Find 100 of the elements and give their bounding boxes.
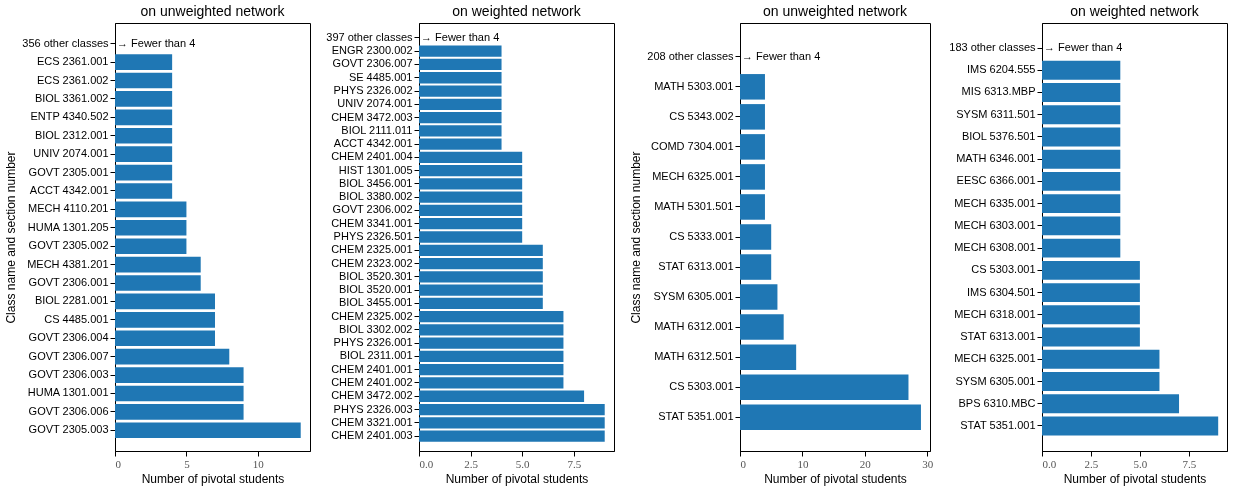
y-tick-label: BIOL 3380.002 <box>338 190 413 203</box>
x-tick-label: 2.5 <box>464 457 479 470</box>
bar <box>115 404 244 420</box>
bar <box>740 254 772 280</box>
y-tick-label: PHYS 2326.501 <box>333 230 413 242</box>
y-tick-label: GOVT 2306.003 <box>28 368 109 381</box>
y-tick-label: MECH 6318.001 <box>954 307 1036 320</box>
y-tick-label: GOVT 2306.001 <box>28 276 109 289</box>
y-tick-label: BIOL 2281.001 <box>34 294 109 307</box>
x-tick-label: 7.5 <box>1182 457 1197 470</box>
y-tick-label: STAT 6313.001 <box>658 260 734 273</box>
bar <box>115 164 173 181</box>
y-tick-label: GOVT 2305.001 <box>28 165 109 178</box>
y-tick-label: UNIV 2074.001 <box>33 147 109 160</box>
bar <box>115 109 173 126</box>
x-tick-label: 5 <box>184 457 191 470</box>
bar <box>740 194 765 220</box>
y-tick-label: MECH 4381.201 <box>27 257 109 270</box>
y-tick-label: IMS 6304.501 <box>967 285 1036 298</box>
x-axis-title: Number of pivotal students <box>1063 471 1207 486</box>
y-tick-label: CHEM 3472.002 <box>331 389 413 402</box>
y-tick-label: BIOL 3361.002 <box>34 91 109 104</box>
y-tick-label: ACCT 4342.001 <box>29 183 109 196</box>
x-axis-title: Number of pivotal students <box>141 471 285 486</box>
y-tick-label: PHYS 2326.001 <box>333 336 413 349</box>
bar <box>115 201 187 218</box>
bar <box>115 183 173 199</box>
y-tick-label: CHEM 3321.001 <box>331 415 413 428</box>
y-tick-label: CS 5303.001 <box>971 263 1036 276</box>
y-tick-label: HUMA 1301.001 <box>27 386 109 399</box>
y-tick-label: MECH 6335.001 <box>954 196 1036 209</box>
y-tick-label: CHEM 3341.001 <box>331 216 413 229</box>
chart-title: on weighted network <box>1070 3 1200 19</box>
annotation: → Fewer than 4 <box>1044 41 1123 54</box>
y-tick-label: CHEM 2401.001 <box>331 362 413 375</box>
x-tick-label: 0 <box>740 457 747 470</box>
y-tick-label: CHEM 2401.003 <box>331 429 413 442</box>
bar <box>115 256 201 273</box>
y-tick-label: CS 5343.002 <box>669 109 734 122</box>
y-tick-label: CHEM 3472.003 <box>331 110 413 123</box>
y-axis-title: Class name and section number <box>4 151 19 324</box>
y-tick-label: BPS 6310.MBC <box>958 396 1036 409</box>
x-tick-label: 5.0 <box>515 457 531 470</box>
bar <box>115 238 187 255</box>
y-tick-label: MATH 5301.501 <box>654 199 734 212</box>
bar <box>740 314 784 340</box>
bar <box>115 330 215 347</box>
x-axis-title: Number of pivotal students <box>764 471 907 486</box>
y-tick-label: STAT 5351.001 <box>960 418 1036 431</box>
annotation: → Fewer than 4 <box>117 36 196 49</box>
y-tick-label: COMD 7304.001 <box>650 139 734 152</box>
y-tick-label: BIOL 5376.501 <box>961 129 1036 142</box>
y-tick-label: 356 other classes <box>22 36 109 49</box>
y-tick-label: BIOL 2312.001 <box>34 128 109 141</box>
y-tick-label: BIOL 2111.011 <box>341 123 413 136</box>
bar <box>740 164 765 190</box>
y-tick-label: BIOL 3456.001 <box>338 176 413 189</box>
y-tick-label: MIS 6313.MBP <box>961 85 1036 98</box>
annotation: → Fewer than 4 <box>742 49 821 62</box>
bar <box>740 224 772 250</box>
bar <box>115 312 215 328</box>
bar <box>740 104 765 130</box>
bar <box>115 275 201 291</box>
bar <box>115 385 244 402</box>
y-tick-label: STAT 5351.001 <box>658 410 734 423</box>
y-tick-label: BIOL 3302.002 <box>338 322 413 335</box>
x-tick-label: 10 <box>252 457 265 470</box>
y-tick-label: CS 5333.001 <box>669 230 734 242</box>
y-tick-label: 397 other classes <box>326 30 413 43</box>
y-tick-label: CHEM 2401.002 <box>331 375 413 388</box>
y-tick-label: SYSM 6305.001 <box>653 290 734 303</box>
y-tick-label: PHYS 2326.002 <box>333 84 413 97</box>
y-tick-label: GOVT 2306.004 <box>28 331 109 344</box>
y-tick-label: GOVT 2306.007 <box>28 349 109 362</box>
bar <box>740 344 797 370</box>
bar <box>740 284 778 310</box>
y-tick-label: MECH 6325.001 <box>954 352 1036 365</box>
y-tick-label: MATH 6312.501 <box>654 350 734 363</box>
y-tick-label: HUMA 1301.205 <box>27 220 109 233</box>
y-tick-label: SYSM 6305.001 <box>955 374 1036 387</box>
y-tick-label: SE 4485.001 <box>348 70 413 83</box>
y-axis-title: Class name and section number <box>629 151 644 324</box>
y-tick-label: EESC 6366.001 <box>956 174 1036 187</box>
y-tick-label: BIOL 3520.301 <box>338 269 413 282</box>
bar <box>740 134 765 160</box>
x-tick-label: 0.0 <box>419 457 434 470</box>
bar <box>740 404 921 430</box>
y-tick-label: GOVT 2306.002 <box>332 203 413 216</box>
bar <box>115 367 244 383</box>
bar <box>115 146 173 162</box>
y-tick-label: ENTP 4340.502 <box>30 110 109 123</box>
y-tick-label: MECH 6308.001 <box>954 241 1036 254</box>
y-tick-label: GOVT 2305.003 <box>28 423 109 436</box>
y-tick-label: MATH 5303.001 <box>654 79 734 92</box>
y-tick-label: BIOL 3455.001 <box>338 296 413 309</box>
bar <box>115 348 230 365</box>
x-tick-label: 7.5 <box>567 457 582 470</box>
bar <box>115 91 173 107</box>
y-tick-label: CHEM 2401.004 <box>331 150 413 163</box>
y-tick-label: BIOL 3520.001 <box>338 283 413 296</box>
